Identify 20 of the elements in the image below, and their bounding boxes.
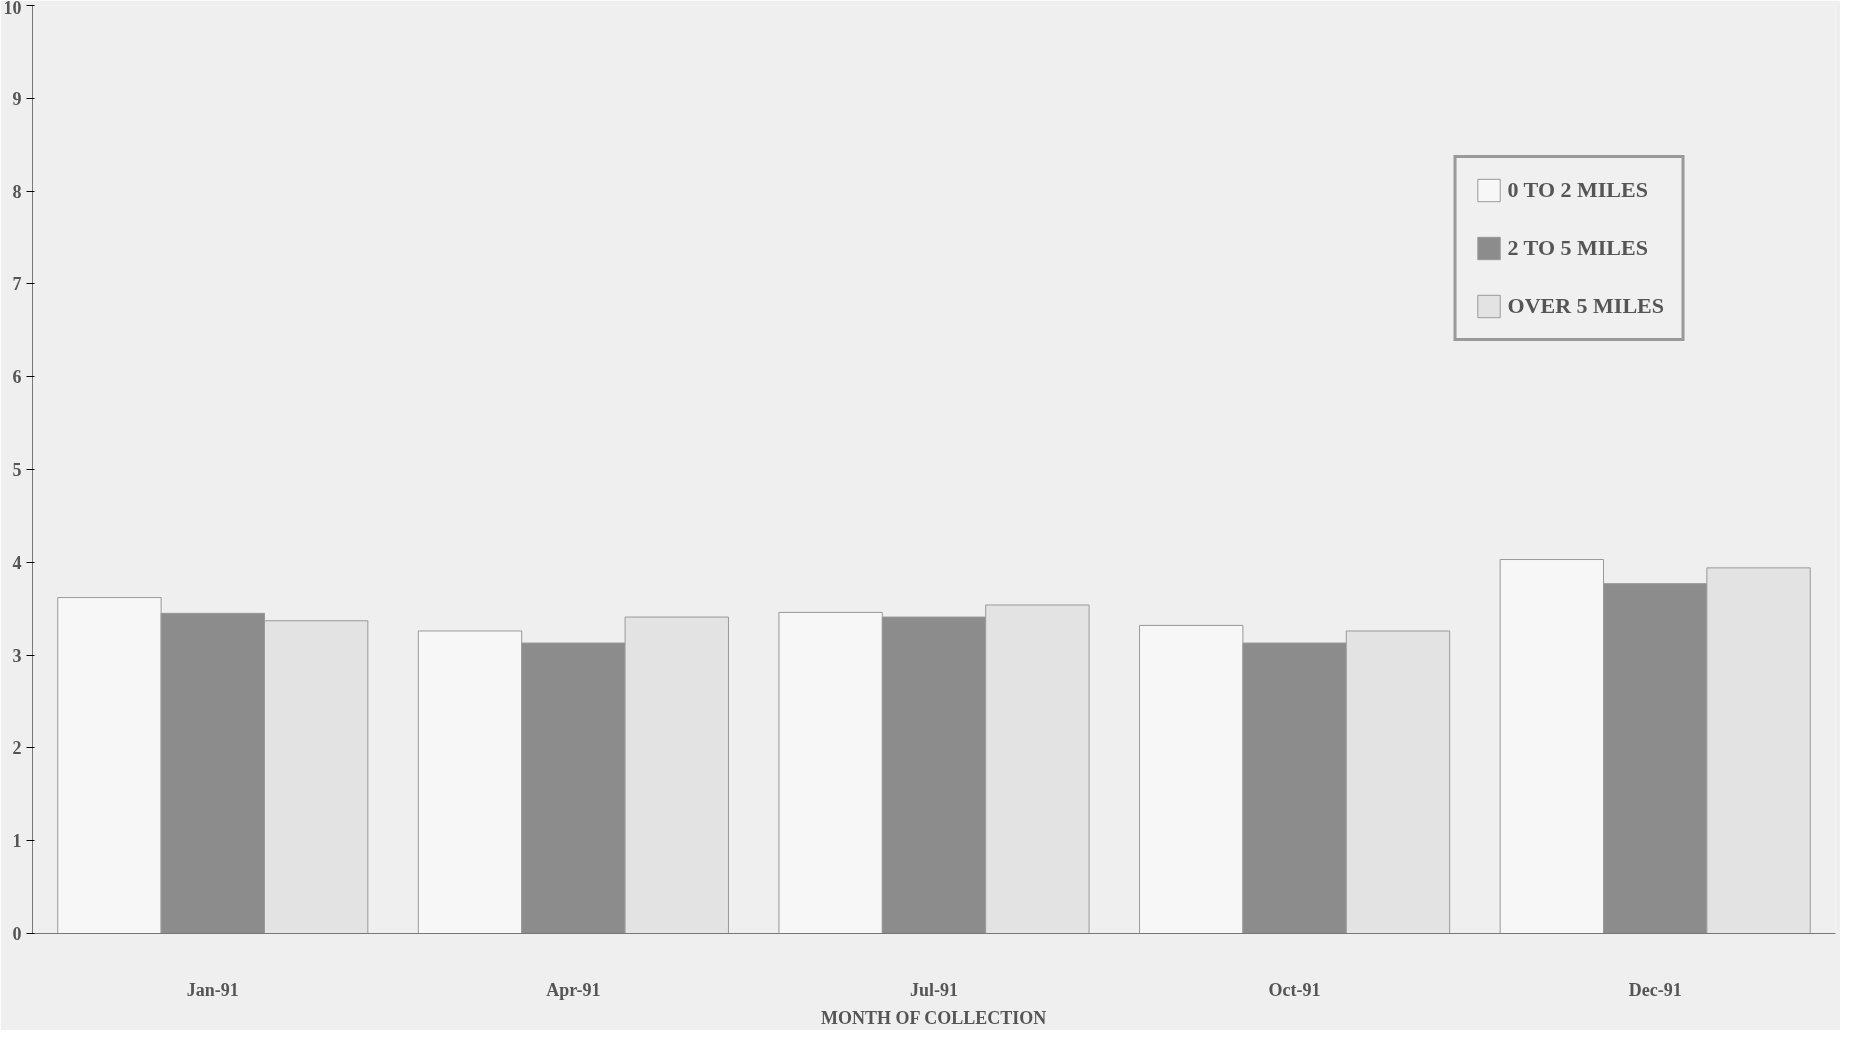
y-tick-label: 2 [12,738,22,759]
legend-label: 0 TO 2 MILES [1507,177,1648,203]
y-tick-label: 5 [12,460,22,480]
legend-label: OVER 5 MILES [1507,293,1664,319]
y-tick-label: 3 [12,645,22,666]
y-tick-label: 9 [12,88,22,109]
x-tick-label: Dec-91 [1628,979,1682,1000]
y-tick-label: 4 [12,552,22,573]
x-tick-label: Oct-91 [1268,979,1321,1000]
y-tick-label: 6 [12,367,22,388]
x-tick-label: Jul-91 [910,979,959,1000]
y-tick-label: 10 [3,0,22,18]
x-axis-title: MONTH OF COLLECTION [820,1007,1047,1028]
x-tick-label: Apr-91 [546,979,601,1000]
legend-label: 2 TO 5 MILES [1507,235,1648,261]
y-tick-label: 8 [12,181,22,202]
y-tick-label: 1 [12,831,22,852]
y-tick-label: 0 [12,924,22,944]
y-tick-label: 7 [12,274,22,295]
x-tick-label: Jan-91 [186,979,239,1000]
